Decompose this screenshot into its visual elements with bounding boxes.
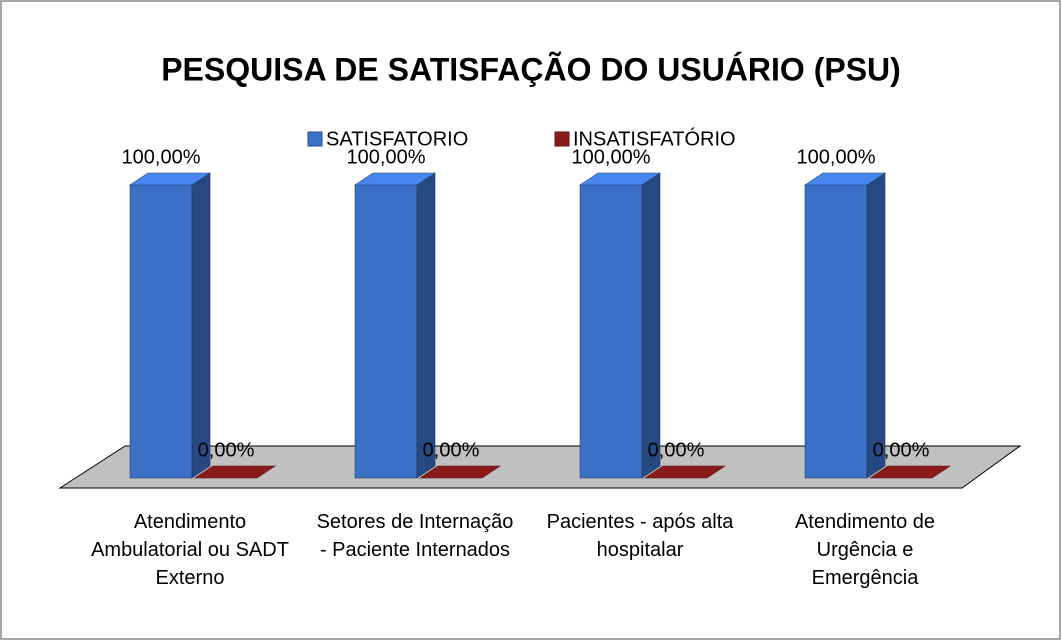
legend-swatch (307, 131, 323, 147)
bar-top (804, 172, 886, 186)
bar-front (354, 184, 418, 479)
value-label: 0,00% (873, 439, 930, 461)
bar (804, 172, 886, 479)
bar-top (869, 465, 951, 479)
bar-side (641, 172, 661, 479)
value-label: 100,00% (797, 146, 876, 168)
bar-top (194, 465, 276, 479)
value-label: 0,00% (423, 439, 480, 461)
x-tick-label: Setores de Internação - Paciente Interna… (316, 511, 514, 561)
x-tick-label: Atendimento Ambulatorial ou SADT Externo (91, 511, 289, 589)
bar-top (129, 172, 211, 186)
bar-side (866, 172, 886, 479)
floor (58, 445, 1022, 489)
bar (419, 465, 501, 479)
chart-title: PESQUISA DE SATISFAÇÃO DO USUÁRIO (PSU) (161, 51, 901, 87)
legend-label: SATISFATORIO (326, 128, 468, 150)
bar-top (354, 172, 436, 186)
value-label: 0,00% (648, 439, 705, 461)
bar (194, 465, 276, 479)
bar (644, 465, 726, 479)
bar-top (419, 465, 501, 479)
x-tick-label: Pacientes - após alta hospitalar (546, 511, 734, 561)
legend-label: INSATISFATÓRIO (573, 127, 736, 150)
bar (354, 172, 436, 479)
bar (129, 172, 211, 479)
bar-top (644, 465, 726, 479)
bar (869, 465, 951, 479)
value-label: 0,00% (198, 439, 255, 461)
bar-top (579, 172, 661, 186)
legend-swatch (554, 131, 570, 147)
value-label: 100,00% (347, 146, 426, 168)
bar-side (416, 172, 436, 479)
bar-front (804, 184, 868, 479)
bar-front (129, 184, 193, 479)
bar (579, 172, 661, 479)
x-tick-label: Atendimento de Urgência e Emergência (794, 511, 936, 589)
bar-front (579, 184, 643, 479)
value-label: 100,00% (122, 146, 201, 168)
value-label: 100,00% (572, 146, 651, 168)
bar-side (191, 172, 211, 479)
